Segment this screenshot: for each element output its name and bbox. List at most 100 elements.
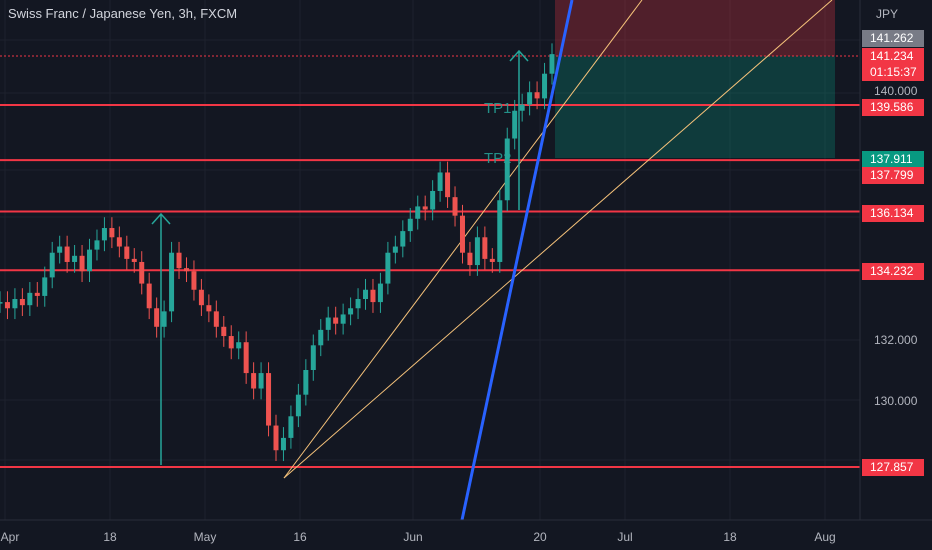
candle-body xyxy=(101,228,107,241)
time-axis-label: Apr xyxy=(0,530,20,544)
candle-body xyxy=(348,308,354,315)
candle-body xyxy=(527,92,533,105)
candle-body xyxy=(206,305,212,312)
position-zones xyxy=(0,0,860,158)
candle-body xyxy=(288,416,294,438)
candle-body xyxy=(79,255,85,272)
candle-body xyxy=(504,138,510,201)
candle-body xyxy=(161,311,167,327)
candle-body xyxy=(116,237,122,247)
candle-body xyxy=(318,329,324,346)
candle-body xyxy=(445,172,451,198)
candle-body xyxy=(94,240,100,250)
price-tag: 136.134 xyxy=(862,205,924,222)
price-tag: 139.586 xyxy=(862,99,924,116)
time-axis-label: Aug xyxy=(814,530,836,544)
candle-body xyxy=(146,283,152,309)
candle-body xyxy=(34,292,40,296)
candle-body xyxy=(474,237,480,266)
candle-body xyxy=(124,246,130,259)
price-tag: 141.234 xyxy=(862,48,924,65)
horizontal-levels xyxy=(0,104,860,468)
candle-body xyxy=(280,437,286,451)
time-axis-label: 18 xyxy=(103,530,117,544)
trendline-blue xyxy=(460,0,574,521)
trendline-shallow xyxy=(283,0,833,479)
time-axis-label: Jun xyxy=(403,530,423,544)
candle-body xyxy=(355,299,361,309)
candle-body xyxy=(12,299,18,309)
candle-body xyxy=(191,271,197,290)
candle-body xyxy=(42,277,48,296)
price-axis-label: 140.000 xyxy=(874,84,918,98)
currency-label: JPY xyxy=(876,7,899,21)
candle-body xyxy=(19,299,25,306)
candle-body xyxy=(303,369,309,395)
arrow-head xyxy=(151,212,171,225)
candle-body xyxy=(236,342,242,349)
price-axis-label: 130.000 xyxy=(874,394,918,408)
candle-body xyxy=(467,252,473,266)
candle-body xyxy=(154,308,160,327)
price-tag: 01:15:37 xyxy=(862,64,924,81)
price-tag: 137.799 xyxy=(862,167,924,184)
time-axis-label: 20 xyxy=(533,530,547,544)
candle-body xyxy=(549,54,555,74)
candle-body xyxy=(519,104,525,111)
candle-body xyxy=(422,206,428,210)
price-tag: 137.911 xyxy=(862,151,924,168)
candle-body xyxy=(437,172,443,191)
candle-body xyxy=(400,231,406,247)
candle-body xyxy=(273,425,279,451)
time-axis-label: Jul xyxy=(617,530,633,544)
candle-body xyxy=(183,268,189,272)
candle-body xyxy=(4,302,10,309)
time-axis-label: May xyxy=(193,530,217,544)
tp1-label: TP1 xyxy=(484,100,512,117)
price-tag: 127.857 xyxy=(862,459,924,476)
candle-body xyxy=(325,317,331,330)
candle-body xyxy=(109,228,115,238)
candle-body xyxy=(333,317,339,324)
candle-body xyxy=(176,252,182,269)
arrow-head xyxy=(509,49,529,62)
candle-body xyxy=(27,292,33,306)
candle-body xyxy=(407,218,413,232)
candle-body xyxy=(131,258,137,262)
candle-body xyxy=(512,110,518,139)
candle-body xyxy=(534,92,540,99)
candle-body xyxy=(139,261,145,284)
candle-body xyxy=(72,255,78,262)
price-tag: 134.232 xyxy=(862,263,924,280)
candle-body xyxy=(489,258,495,262)
candle-body xyxy=(64,246,70,262)
candle-body xyxy=(0,302,3,304)
take-profit-zone xyxy=(555,56,835,158)
candle-body xyxy=(482,237,488,259)
candle-body xyxy=(266,373,272,426)
candle-body xyxy=(497,200,503,262)
candle-body xyxy=(198,289,204,306)
candle-body xyxy=(370,289,376,303)
candle-body xyxy=(169,252,175,312)
candle-body xyxy=(542,73,548,99)
candle-body xyxy=(385,252,391,284)
candle-body xyxy=(243,342,249,374)
stop-loss-zone xyxy=(555,0,835,56)
symbol-title[interactable]: Swiss Franc / Japanese Yen, 3h, FXCM xyxy=(8,6,238,21)
price-axis-label: 132.000 xyxy=(874,333,918,347)
measure-arrows xyxy=(151,49,529,465)
candle-body xyxy=(258,373,264,389)
candle-body xyxy=(221,326,227,337)
candle-body xyxy=(459,215,465,253)
candle-body xyxy=(415,206,421,219)
candle-body xyxy=(213,311,219,327)
candle-body xyxy=(57,246,63,253)
price-tag: 141.262 xyxy=(862,30,924,47)
candle-body xyxy=(377,283,383,303)
candle-body xyxy=(228,336,234,349)
candle-body xyxy=(87,249,93,272)
candle-body xyxy=(452,197,458,216)
candle-body xyxy=(363,289,369,300)
